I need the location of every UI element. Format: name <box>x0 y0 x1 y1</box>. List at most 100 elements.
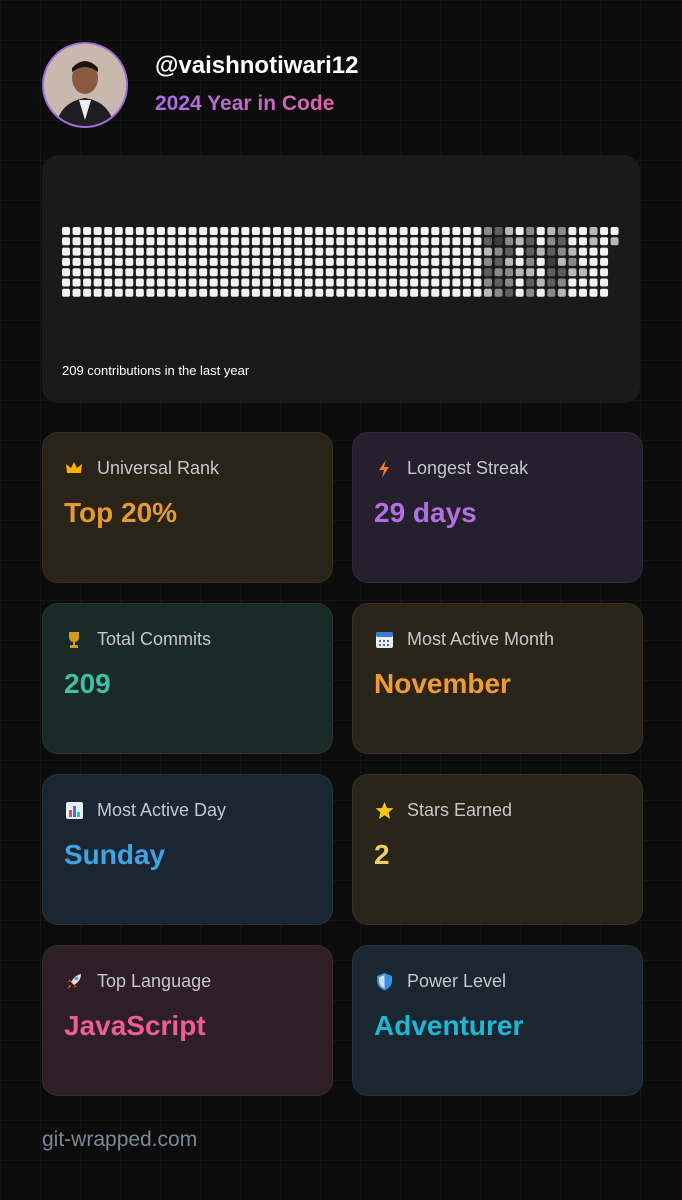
stat-icon <box>375 802 394 819</box>
contribution-cell <box>346 278 355 287</box>
contribution-cell <box>114 227 123 235</box>
contribution-cell <box>294 288 303 297</box>
contribution-cell <box>93 288 102 297</box>
contribution-cell <box>251 247 260 256</box>
contribution-cell <box>357 268 366 277</box>
contribution-cell <box>104 278 113 287</box>
contribution-cell <box>93 247 102 256</box>
contribution-cell <box>441 268 450 277</box>
contribution-cell <box>241 227 250 235</box>
contribution-cell <box>135 237 144 246</box>
contribution-cell <box>547 278 556 287</box>
contribution-cell <box>209 257 218 266</box>
contribution-cell <box>199 247 208 256</box>
contribution-cell <box>578 268 587 277</box>
contribution-cell <box>441 247 450 256</box>
contribution-cell <box>557 268 566 277</box>
contribution-cell <box>125 237 134 246</box>
contribution-cell <box>505 237 514 246</box>
contribution-cell <box>578 257 587 266</box>
contribution-cell <box>473 237 482 246</box>
stat-card: Stars Earned 2 <box>352 774 643 925</box>
contribution-cell <box>294 237 303 246</box>
contribution-cell <box>410 257 419 266</box>
contribution-cell <box>367 268 376 277</box>
contribution-cell <box>367 227 376 235</box>
contribution-cell <box>420 227 429 235</box>
contribution-cell <box>62 237 70 246</box>
contribution-cell <box>399 247 408 256</box>
stat-value: 29 days <box>374 497 477 528</box>
contribution-cell <box>378 247 387 256</box>
contribution-cell <box>568 257 577 266</box>
contribution-cell <box>125 288 134 297</box>
contribution-cell <box>389 257 398 266</box>
contribution-cell <box>452 227 461 235</box>
contribution-cell <box>420 237 429 246</box>
contribution-cell <box>399 278 408 287</box>
contribution-cell <box>420 278 429 287</box>
contribution-cell <box>251 227 260 235</box>
contribution-cell <box>273 247 281 256</box>
contribution-cell <box>600 288 609 297</box>
contribution-cell <box>547 257 556 266</box>
contribution-cell <box>83 247 92 256</box>
contribution-cell <box>241 247 250 256</box>
contribution-cell <box>304 268 313 277</box>
contribution-cell <box>378 257 387 266</box>
contribution-cell <box>589 247 598 256</box>
contribution-cell <box>156 278 165 287</box>
contribution-cell <box>72 247 81 256</box>
contribution-cell <box>505 247 514 256</box>
contribution-cell <box>526 288 535 297</box>
stat-icon <box>66 462 82 473</box>
contribution-cell <box>515 288 524 297</box>
contribution-cell <box>378 288 387 297</box>
stat-card: Power Level Adventurer <box>352 945 643 1096</box>
contribution-cell <box>389 227 398 235</box>
contribution-cell <box>72 227 81 235</box>
contribution-cell <box>62 278 70 287</box>
contribution-cell <box>262 227 271 235</box>
contribution-cell <box>547 227 556 235</box>
contribution-cell <box>568 278 577 287</box>
contribution-cell <box>568 288 577 297</box>
contribution-cell <box>315 247 324 256</box>
contribution-cell <box>568 268 577 277</box>
contribution-cell <box>367 278 376 287</box>
contribution-cell <box>484 288 492 297</box>
contribution-cell <box>441 257 450 266</box>
contribution-cell <box>178 288 187 297</box>
contribution-cell <box>578 278 587 287</box>
contribution-cell <box>526 257 535 266</box>
contribution-cell <box>325 257 334 266</box>
contribution-cell <box>83 278 92 287</box>
contribution-cell <box>547 247 556 256</box>
stat-icon <box>66 802 83 819</box>
contribution-cell <box>273 268 281 277</box>
contribution-cell <box>93 278 102 287</box>
contribution-cell <box>357 288 366 297</box>
contribution-cell <box>304 257 313 266</box>
contribution-cell <box>188 288 197 297</box>
contribution-cell <box>104 227 113 235</box>
contribution-cell <box>135 257 144 266</box>
contribution-cell <box>589 227 598 235</box>
contribution-cell <box>146 278 155 287</box>
contribution-cell <box>536 237 545 246</box>
contribution-cell <box>420 268 429 277</box>
stat-card: Most Active Month November <box>352 603 643 754</box>
stat-card: Total Commits 209 <box>42 603 333 754</box>
contribution-cell <box>230 257 239 266</box>
contribution-cell <box>462 278 471 287</box>
contribution-cell <box>230 227 239 235</box>
contribution-cell <box>199 268 208 277</box>
contribution-cell <box>220 278 229 287</box>
stat-value: Sunday <box>64 839 166 870</box>
contribution-cell <box>484 278 492 287</box>
contribution-cell <box>325 247 334 256</box>
contribution-cell <box>578 227 587 235</box>
contribution-cell <box>399 227 408 235</box>
contribution-cell <box>473 268 482 277</box>
contribution-cell <box>241 257 250 266</box>
